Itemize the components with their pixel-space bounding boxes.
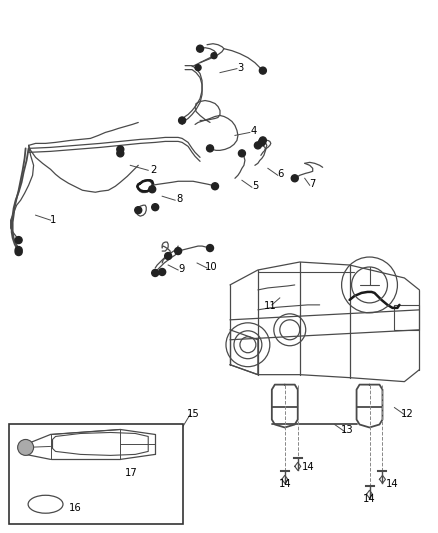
Circle shape <box>179 117 186 124</box>
Circle shape <box>258 139 265 146</box>
Circle shape <box>254 142 261 149</box>
Circle shape <box>195 64 201 71</box>
Text: 11: 11 <box>264 301 276 311</box>
Circle shape <box>117 146 124 153</box>
Circle shape <box>291 175 298 182</box>
Circle shape <box>259 67 266 74</box>
Circle shape <box>15 248 22 255</box>
Circle shape <box>159 269 166 276</box>
Circle shape <box>15 237 22 244</box>
Circle shape <box>115 458 121 464</box>
Text: 4: 4 <box>251 126 257 136</box>
Circle shape <box>117 150 124 157</box>
Circle shape <box>102 458 108 464</box>
Circle shape <box>152 270 159 277</box>
Circle shape <box>165 253 172 260</box>
Circle shape <box>207 145 213 152</box>
Text: 12: 12 <box>401 408 414 418</box>
Text: 14: 14 <box>279 479 291 489</box>
Circle shape <box>238 150 245 157</box>
Text: 2: 2 <box>150 165 156 175</box>
Circle shape <box>149 186 155 193</box>
Circle shape <box>197 45 204 52</box>
Circle shape <box>207 245 213 252</box>
Text: 3: 3 <box>237 63 243 72</box>
Circle shape <box>135 207 142 214</box>
Circle shape <box>15 247 22 254</box>
Text: 14: 14 <box>386 479 399 489</box>
Text: 14: 14 <box>301 462 314 472</box>
Text: 13: 13 <box>341 425 354 435</box>
Ellipse shape <box>28 495 63 513</box>
Text: 17: 17 <box>125 469 138 478</box>
Text: 15: 15 <box>187 408 199 418</box>
FancyBboxPatch shape <box>9 424 183 524</box>
Text: 1: 1 <box>50 215 57 225</box>
Circle shape <box>211 53 217 59</box>
Circle shape <box>152 204 159 211</box>
Text: 9: 9 <box>178 264 184 274</box>
Text: 14: 14 <box>363 494 376 504</box>
Text: 16: 16 <box>69 503 82 513</box>
Text: 8: 8 <box>176 194 182 204</box>
Text: 10: 10 <box>205 262 217 272</box>
Circle shape <box>212 183 219 190</box>
Text: 7: 7 <box>310 179 316 189</box>
Text: 5: 5 <box>252 181 258 191</box>
Circle shape <box>259 137 266 144</box>
Text: 6: 6 <box>278 169 284 179</box>
Circle shape <box>18 439 34 455</box>
Circle shape <box>175 247 182 255</box>
